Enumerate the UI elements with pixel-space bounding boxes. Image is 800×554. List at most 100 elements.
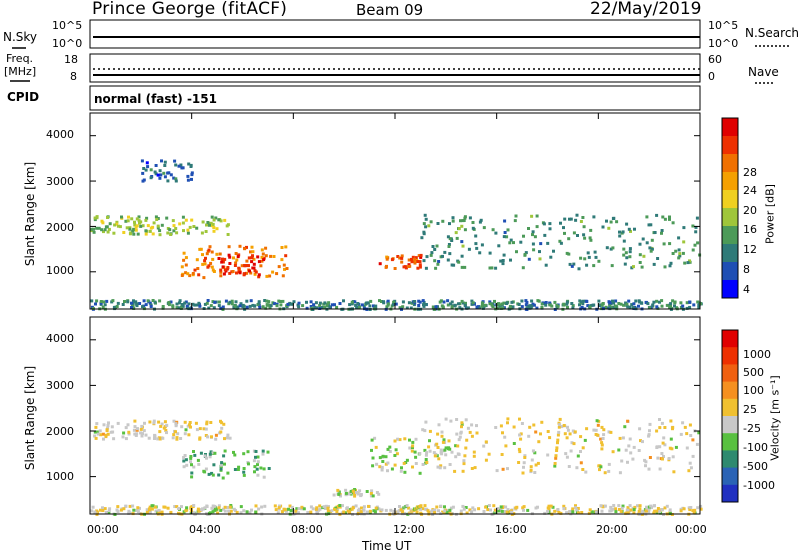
echo-cell [480, 243, 484, 247]
echo-cell [577, 267, 581, 271]
echo-cell [439, 299, 443, 303]
echo-cell [115, 508, 119, 512]
echo-cell [284, 254, 288, 258]
echo-cell [146, 224, 150, 228]
echo-cell [537, 440, 541, 444]
echo-cell [223, 218, 227, 222]
echo-cell [353, 494, 357, 498]
echo-cell [424, 453, 428, 457]
echo-cell [158, 430, 162, 434]
echo-cell [628, 437, 632, 441]
echo-cell [439, 464, 443, 468]
echo-cell [517, 447, 521, 451]
echo-cell [216, 511, 220, 515]
echo-cell [592, 264, 596, 268]
echo-cell [689, 466, 693, 470]
echo-cell [145, 161, 149, 165]
echo-cell [393, 463, 397, 467]
echo-cell [477, 507, 481, 511]
echo-cell [592, 303, 596, 307]
echo-cell [600, 447, 604, 451]
power-colorbar-swatch [722, 262, 738, 281]
echo-cell [358, 489, 362, 493]
echo-cell [192, 465, 196, 469]
echo-cell [396, 255, 400, 258]
echo-cell [547, 504, 551, 508]
echo-cell [468, 430, 472, 434]
echo-cell [205, 252, 209, 256]
echo-cell [207, 264, 211, 268]
echo-cell [183, 454, 187, 457]
echo-cell [281, 299, 285, 303]
power-colorbar-swatch [722, 226, 738, 245]
echo-cell [504, 505, 508, 509]
nsearch-tick-top: 10^5 [708, 19, 739, 32]
echo-cell [165, 423, 169, 427]
echo-cell [212, 463, 216, 467]
echo-cell [239, 511, 243, 515]
echo-cell [208, 223, 211, 227]
echo-cell [638, 504, 642, 508]
nsearch-label: N.Search [745, 26, 800, 40]
echo-cell [261, 252, 265, 256]
echo-cell [347, 492, 351, 496]
echo-cell [359, 510, 363, 514]
echo-cell [169, 173, 173, 177]
echo-cell [312, 303, 316, 307]
echo-cell [228, 505, 232, 509]
echo-cell [464, 301, 467, 305]
echo-cell [494, 426, 498, 429]
echo-cell [637, 304, 640, 308]
echo-cell [479, 218, 483, 222]
echo-cell [190, 463, 193, 467]
echo-cell [217, 504, 221, 508]
echo-cell [460, 240, 464, 244]
echo-cell [182, 251, 186, 255]
echo-cell [488, 302, 492, 306]
echo-cell [248, 511, 252, 515]
nsearch-tick-bottom: 10^0 [708, 37, 739, 50]
echo-cell [475, 424, 478, 428]
echo-cell [99, 433, 103, 437]
echo-cell [441, 254, 444, 258]
echo-cell [156, 224, 160, 228]
echo-cell [457, 438, 461, 442]
echo-cell [466, 426, 470, 430]
echo-cell [668, 217, 671, 221]
echo-cell [661, 441, 665, 445]
echo-cell [574, 218, 578, 222]
echo-cell [415, 505, 419, 509]
echo-cell [448, 508, 452, 512]
echo-cell [587, 511, 591, 515]
echo-cell [688, 423, 692, 427]
echo-cell [576, 507, 580, 510]
echo-cell [175, 302, 179, 306]
echo-cell [175, 505, 179, 509]
echo-cell [582, 299, 586, 303]
echo-cell [475, 431, 479, 435]
echo-cell [694, 225, 698, 229]
echo-cell [153, 437, 156, 440]
echo-cell [190, 505, 194, 509]
echo-cell [173, 159, 177, 163]
echo-cell [234, 300, 238, 304]
echo-cell [506, 467, 509, 471]
echo-cell [154, 215, 158, 219]
echo-cell [246, 450, 250, 454]
echo-cell [221, 476, 225, 480]
echo-cell [573, 430, 577, 434]
echo-cell [257, 275, 261, 279]
echo-cell [260, 259, 264, 263]
echo-cell [409, 508, 413, 512]
echo-cell [475, 246, 479, 250]
echo-cell [503, 231, 507, 234]
echo-cell [571, 429, 575, 433]
echo-cell [419, 507, 422, 511]
echo-cell [593, 250, 597, 254]
echo-cell [338, 505, 342, 509]
nsky-frame [89, 19, 701, 49]
echo-cell [571, 306, 575, 310]
echo-cell [501, 262, 505, 266]
echo-cell [279, 303, 283, 307]
echo-cell [101, 506, 104, 510]
